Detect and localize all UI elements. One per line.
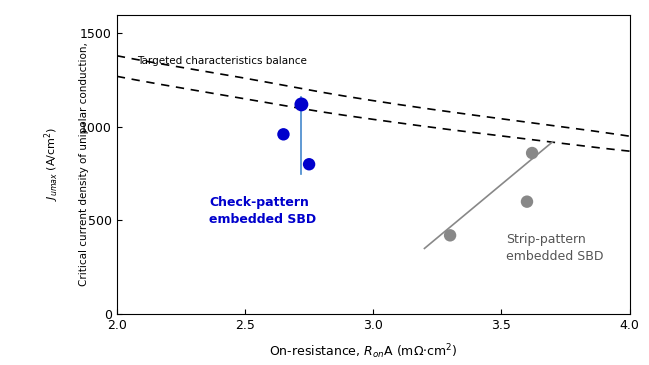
Text: Critical current density of unipolar conduction,: Critical current density of unipolar con… [79,42,90,286]
Point [522,199,532,204]
Point [527,150,537,156]
Text: On-resistance, $R_{on}$A (m$\Omega$$\cdot$cm$^2$): On-resistance, $R_{on}$A (m$\Omega$$\cdo… [269,343,458,361]
Point [296,101,306,107]
Text: $J_{umax}$ (A/cm$^2$): $J_{umax}$ (A/cm$^2$) [43,127,61,201]
Text: Targeted characteristics balance: Targeted characteristics balance [138,56,307,66]
Point [445,233,455,238]
Text: Strip-pattern
embedded SBD: Strip-pattern embedded SBD [506,234,604,264]
Text: Check-pattern
embedded SBD: Check-pattern embedded SBD [209,196,316,226]
Point [304,161,314,167]
Point [278,131,289,137]
